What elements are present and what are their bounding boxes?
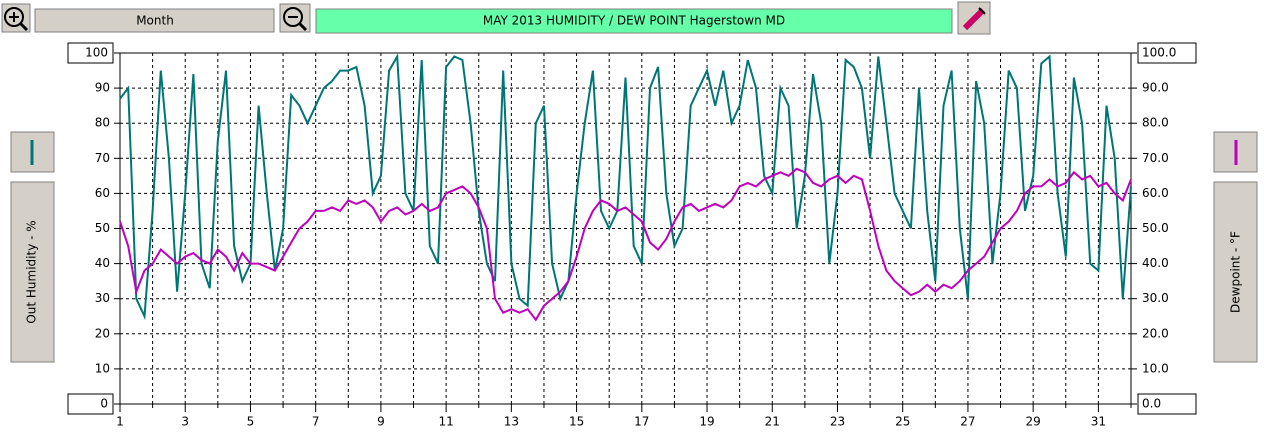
period-label: Month	[136, 14, 174, 28]
y2-tick-label: 10.0	[1142, 361, 1169, 375]
series-line	[119, 167, 1132, 322]
y-label-panel	[10, 181, 55, 363]
y2-tick-label: 90.0	[1142, 81, 1169, 95]
period-button[interactable]: Month	[34, 8, 275, 33]
y-axis-label: Out Humidity - %	[25, 220, 39, 323]
x-tick-label: 23	[830, 415, 845, 429]
x-tick-label: 15	[569, 415, 584, 429]
tick-box	[1137, 393, 1197, 415]
chart-title: MAY 2013 HUMIDITY / DEW POINT Hagerstown…	[483, 14, 785, 28]
x-tick-label: 5	[247, 415, 255, 429]
y2-label-panel	[1213, 181, 1258, 363]
x-tick-label: 1	[116, 415, 124, 429]
y2-tick-label: 70.0	[1142, 151, 1169, 165]
x-tick-label: 29	[1026, 415, 1041, 429]
y2-tick-label: 100.0	[1142, 46, 1176, 60]
y2-tick-label: 0.0	[1142, 397, 1161, 411]
x-tick-label: 19	[699, 415, 714, 429]
x-tick-label: 25	[895, 415, 910, 429]
y-tick-label: 60	[95, 186, 110, 200]
y2-tick-label: 80.0	[1142, 116, 1169, 130]
y-tick-label: 30	[95, 291, 110, 305]
series-line	[119, 53, 1132, 321]
y-tick-label: 40	[95, 256, 110, 270]
x-tick-label: 7	[312, 415, 320, 429]
y-tick-label: 100	[85, 46, 108, 60]
humidity-legend-button[interactable]	[10, 131, 55, 173]
x-tick-label: 17	[634, 415, 649, 429]
x-tick-label: 3	[181, 415, 189, 429]
y-tick-label: 70	[95, 151, 110, 165]
tick-box	[1137, 42, 1197, 64]
y2-axis-label: Dewpoint - °F	[1229, 231, 1243, 313]
x-tick-label: 9	[377, 415, 385, 429]
tick-box	[67, 42, 114, 64]
y2-tick-label: 60.0	[1142, 186, 1169, 200]
y-tick-label: 10	[95, 361, 110, 375]
settings-button[interactable]	[957, 1, 991, 35]
y2-tick-label: 50.0	[1142, 221, 1169, 235]
plot-frame	[119, 52, 1132, 405]
x-tick-label: 27	[960, 415, 975, 429]
x-tick-label: 21	[765, 415, 780, 429]
y2-tick-label: 40.0	[1142, 256, 1169, 270]
y2-tick-label: 20.0	[1142, 326, 1169, 340]
zoom-out-button[interactable]	[279, 3, 311, 33]
x-tick-label: 13	[504, 415, 519, 429]
y-tick-label: 50	[95, 221, 110, 235]
tick-box	[67, 393, 114, 415]
x-tick-label: 11	[438, 415, 453, 429]
y2-tick-label: 30.0	[1142, 291, 1169, 305]
title-bar	[315, 8, 953, 34]
zoom-in-button[interactable]	[1, 3, 31, 33]
y-tick-label: 20	[95, 326, 110, 340]
y-tick-label: 90	[95, 81, 110, 95]
x-tick-label: 31	[1091, 415, 1106, 429]
dewpoint-legend-button[interactable]	[1213, 131, 1258, 173]
y-tick-label: 80	[95, 116, 110, 130]
y-tick-label: 0	[100, 397, 108, 411]
